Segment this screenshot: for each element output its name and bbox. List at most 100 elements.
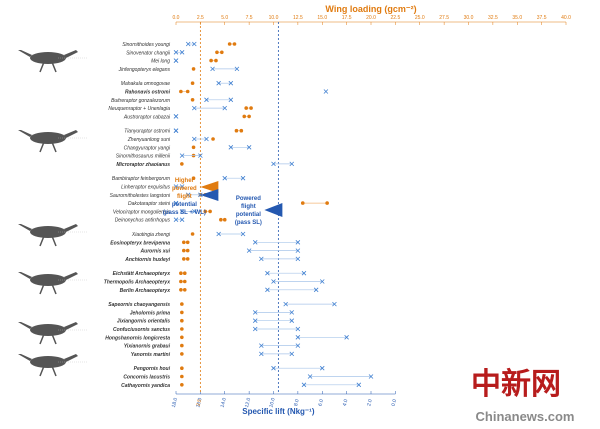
wl-point: [325, 201, 329, 205]
sl-point: [332, 301, 337, 307]
watermark-cn: 中新网: [471, 367, 561, 402]
taxon-label: Deinonychus antirrhopus: [115, 218, 171, 224]
reference-lines: [199, 22, 279, 394]
taxon-label: Linheraptor exquisitus: [121, 185, 170, 191]
higher-potential-label: Higher: [175, 178, 195, 184]
data-marks: [173, 41, 374, 388]
bottom-tick-label: 6.0: [317, 398, 325, 406]
body-shape: [30, 356, 66, 368]
wl-point: [211, 137, 215, 141]
wl-point: [180, 352, 184, 356]
dinosaur-silhouette-icon: [18, 272, 88, 295]
wl-point: [244, 106, 248, 110]
axes-layer: Wing loading (gcm⁻²) 0.0 2.5 5.0 7.5 10.0 12.5…: [171, 4, 571, 416]
leg: [51, 283, 57, 295]
wl-point: [191, 145, 196, 150]
taxon-labels: Sinornithoides youngi Sinovenator changii…: [104, 42, 171, 389]
top-axis-title: Wing loading (gcm⁻²): [325, 4, 416, 14]
taxon-label: Confuciusornis sanctus: [113, 327, 170, 333]
taxon-label: Sapeornis chaoyangensis: [108, 302, 170, 308]
sl-point: [319, 279, 325, 284]
sl-point: [301, 270, 307, 276]
sl-point: [259, 256, 264, 262]
wl-point: [179, 271, 183, 276]
bottom-tick-label: 4.0: [342, 398, 350, 406]
neck-shape: [64, 50, 78, 58]
higher-potential-label: (pass SL + WL): [163, 210, 206, 216]
tail-shape: [18, 224, 32, 231]
taxon-label: Rahonavis ostromi: [125, 90, 171, 96]
sl-point: [228, 80, 234, 86]
wl-point: [215, 50, 219, 55]
sl-point: [252, 326, 258, 332]
wl-point: [180, 327, 184, 331]
sl-point: [204, 97, 209, 103]
sl-point: [252, 240, 258, 245]
taxon-label: Xiaotingia zhengi: [131, 232, 171, 238]
sl-point: [240, 231, 246, 237]
higher-potential-label: flight: [177, 194, 192, 200]
sl-point: [191, 105, 197, 111]
sl-point: [265, 287, 270, 293]
leg: [51, 365, 57, 377]
wl-point: [185, 248, 190, 253]
wl-point: [182, 288, 187, 292]
blue-arrow: [200, 189, 219, 201]
top-tick-label: 40.0: [561, 15, 571, 21]
sl-point: [228, 97, 234, 103]
top-tick-label: 17.5: [342, 15, 352, 21]
taxon-label: Sinovenator changii: [126, 50, 171, 56]
bottom-tick-label: 10.0: [268, 397, 276, 408]
wl-point: [180, 343, 184, 348]
wl-point: [182, 271, 187, 276]
taxon-label: Concornis lacustris: [123, 375, 170, 381]
leg: [51, 235, 57, 247]
wl-point: [180, 335, 184, 340]
taxon-label: Mahakala omnogovae: [121, 81, 170, 87]
taxon-label: Mei long: [151, 59, 170, 65]
sl-point: [191, 41, 197, 47]
sl-point: [198, 192, 203, 198]
sl-point: [173, 200, 179, 206]
wl-point: [249, 106, 253, 110]
tail-shape: [18, 50, 32, 57]
dinosaur-silhouette-icon: [18, 322, 88, 345]
top-tick-label: 10.0: [269, 15, 279, 21]
wl-point: [208, 209, 212, 214]
higher-potential-label: powered: [172, 186, 197, 192]
sl-point: [240, 175, 246, 181]
sl-point: [289, 161, 295, 167]
sl-point: [179, 209, 185, 214]
leg: [51, 61, 57, 73]
taxon-label: Jeholornis prima: [130, 310, 171, 316]
wl-point: [300, 201, 305, 205]
leg: [51, 333, 57, 345]
wl-point: [180, 318, 184, 323]
powered-potential-label: (pass SL): [235, 220, 262, 226]
wl-point: [180, 383, 184, 387]
sl-point: [289, 318, 295, 323]
bottom-tick-label: 14.0: [220, 397, 228, 408]
annotations: Higher powered flight potential (pass SL + W…: [163, 178, 283, 226]
taxon-label: Buitreraptor gonzalezorum: [111, 98, 170, 104]
sl-point: [356, 382, 362, 388]
top-tick-label: 12.5: [293, 15, 303, 21]
sl-point: [198, 153, 203, 158]
wl-point: [191, 67, 196, 71]
body-shape: [30, 274, 66, 286]
taxon-label: Tianyuraptor ostromi: [124, 129, 171, 135]
taxon-label: Cathayornis yandica: [121, 383, 170, 389]
taxon-label: Bambiraptor feinbergorum: [112, 176, 170, 182]
taxon-label: Zhenyuanlong suni: [127, 137, 171, 143]
leg: [39, 141, 45, 153]
bottom-tick-label: 8.0: [293, 398, 301, 406]
powered-potential-label: flight: [241, 204, 256, 210]
sl-point: [289, 351, 295, 357]
taxon-label: Hongshanornis longicresta: [105, 335, 170, 341]
wl-point: [180, 374, 184, 379]
tail-shape: [18, 130, 32, 137]
sl-point: [295, 248, 301, 253]
taxon-label: Jixiangornis orientalis: [117, 319, 170, 325]
sl-point: [252, 318, 258, 323]
